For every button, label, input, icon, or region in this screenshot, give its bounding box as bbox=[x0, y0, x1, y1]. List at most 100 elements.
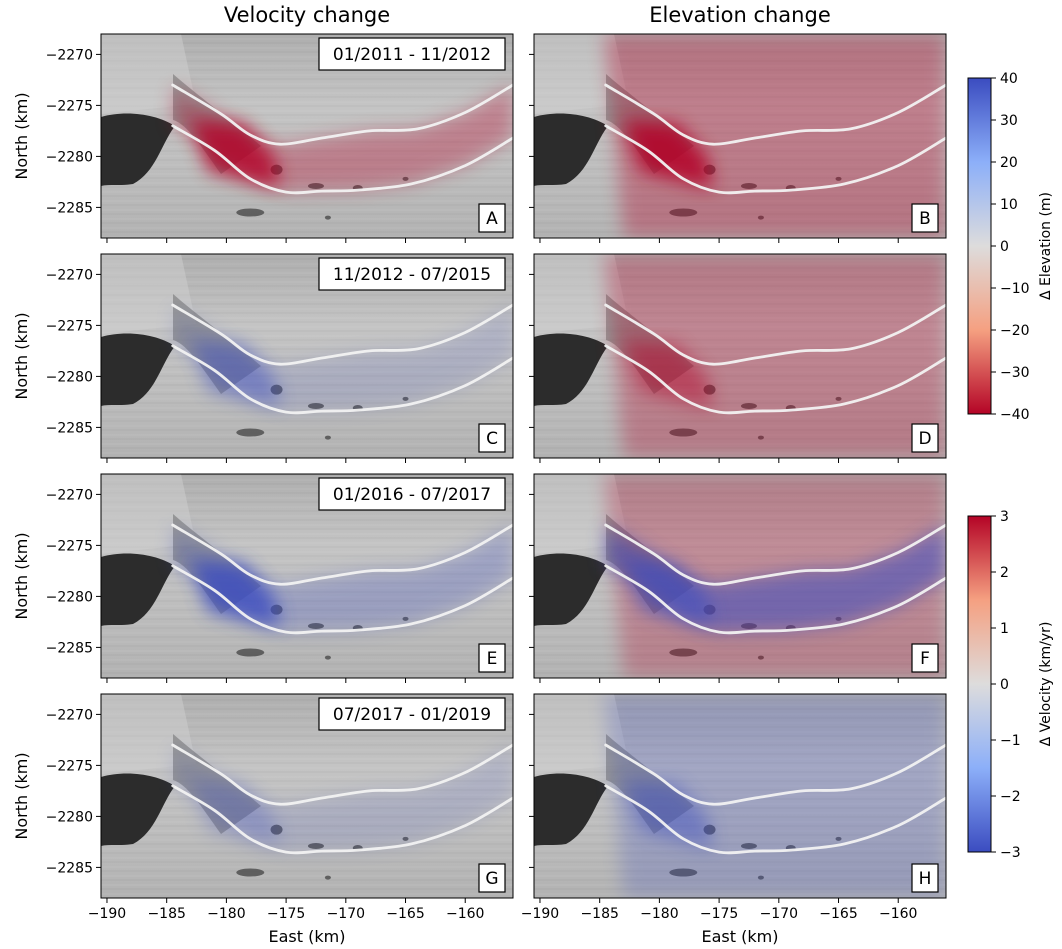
terminus-change-overlay bbox=[623, 560, 714, 630]
glacier-outline-lower bbox=[604, 784, 946, 855]
x-tick-label: −170 bbox=[760, 906, 798, 922]
y-axis-label: North (km) bbox=[12, 752, 31, 839]
panel-a: −2270 −2275 −2280 −2285 North (km) 01/2011 - … bbox=[12, 33, 514, 243]
nunatak bbox=[236, 648, 265, 657]
nunatak bbox=[236, 868, 265, 877]
panel-g: −190 −185 −180 −175 −170 −165 −160 −2270 −2275 −2… bbox=[12, 693, 514, 946]
rock-outcrop bbox=[534, 553, 608, 626]
colorbar-gradient bbox=[967, 77, 992, 415]
x-tick-label: −190 bbox=[521, 906, 559, 922]
glacier-outline-lower bbox=[171, 124, 513, 195]
y-axis-label: North (km) bbox=[12, 532, 31, 619]
panel-letter: F bbox=[920, 649, 930, 669]
colorbar-tick-label: 40 bbox=[1000, 71, 1018, 87]
panel-letter: A bbox=[486, 209, 498, 229]
panel-letter-box bbox=[478, 643, 506, 673]
panel-h: −190 −185 −180 −175 −170 −165 −160 East (km) H bbox=[521, 693, 947, 946]
y-axis-label: North (km) bbox=[12, 312, 31, 399]
colorbar-tick-label: −30 bbox=[1000, 365, 1030, 381]
ice-shelf-area bbox=[101, 694, 196, 774]
period-label: 07/2017 - 01/2019 bbox=[333, 705, 491, 725]
colorbar-tick-label: 20 bbox=[1000, 155, 1018, 171]
terminus-change-overlay bbox=[190, 120, 281, 190]
x-tick-label: −190 bbox=[88, 906, 126, 922]
velocity-column-title: Velocity change bbox=[223, 3, 391, 27]
glacier-outline-lower bbox=[604, 344, 946, 415]
x-axis-label: East (km) bbox=[702, 927, 779, 946]
period-label-box bbox=[318, 697, 506, 731]
colorbar-tick-label: 30 bbox=[1000, 113, 1018, 129]
y-tick-label: −2275 bbox=[46, 98, 93, 114]
colorbar-tick-label: 1 bbox=[1000, 621, 1009, 637]
colorbar-tick-label: −3 bbox=[1000, 845, 1021, 861]
panel-letter: G bbox=[485, 869, 498, 889]
terminus-change-overlay bbox=[190, 560, 281, 630]
y-tick-label: −2280 bbox=[46, 809, 93, 825]
nunatak bbox=[324, 655, 331, 660]
terminus-change-overlay bbox=[623, 780, 714, 850]
elevation-colorbar: 40 30 20 10 0 −10 −20 −30 −40 Δ Elevation (m) bbox=[967, 71, 1054, 423]
panel-letter-box bbox=[911, 643, 939, 673]
glacier-outline-upper bbox=[171, 303, 513, 366]
y-axis-label: North (km) bbox=[12, 92, 31, 179]
panel-f: F bbox=[529, 473, 947, 683]
rock-outcrop bbox=[101, 773, 175, 846]
panel-frame bbox=[533, 693, 947, 899]
panel-frame bbox=[100, 33, 514, 239]
x-tick-label: −160 bbox=[879, 906, 917, 922]
panel-letter: H bbox=[919, 869, 932, 889]
colorbar-label: Δ Elevation (m) bbox=[1038, 192, 1054, 300]
ice-shelf-area bbox=[101, 254, 196, 334]
y-tick-label: −2270 bbox=[46, 707, 93, 723]
panel-c: −2270 −2275 −2280 −2285 North (km) 11/2012 - … bbox=[12, 253, 514, 463]
colorbar-tick-label: −10 bbox=[1000, 281, 1030, 297]
glacier-outline-lower bbox=[171, 784, 513, 855]
panel-letter-box bbox=[911, 423, 939, 453]
panel-letter-box bbox=[478, 863, 506, 893]
glacier-outline-upper bbox=[171, 83, 513, 146]
colorbar-tick-label: −40 bbox=[1000, 407, 1030, 423]
panel-letter: B bbox=[919, 209, 931, 229]
rock-outcrop bbox=[534, 773, 608, 846]
y-tick-label: −2275 bbox=[46, 758, 93, 774]
period-label-box bbox=[318, 257, 506, 291]
colorbar-tick-label: 10 bbox=[1000, 197, 1018, 213]
y-tick-label: −2275 bbox=[46, 318, 93, 334]
colorbar-tick-label: −1 bbox=[1000, 733, 1021, 749]
y-tick-label: −2270 bbox=[46, 267, 93, 283]
terminus-change-overlay bbox=[623, 340, 714, 410]
y-tick-label: −2285 bbox=[46, 420, 93, 436]
glacier-outline-upper bbox=[171, 743, 513, 806]
y-tick-label: −2270 bbox=[46, 487, 93, 503]
glacier-outline-lower bbox=[604, 564, 946, 635]
period-label-box bbox=[318, 37, 506, 71]
period-label-box bbox=[318, 477, 506, 511]
ice-shelf-area bbox=[101, 474, 196, 554]
rock-outcrop bbox=[534, 113, 608, 186]
panel-frame bbox=[533, 33, 947, 239]
period-label: 01/2016 - 07/2017 bbox=[333, 485, 491, 505]
ice-shelf-area bbox=[101, 34, 196, 114]
panel-frame bbox=[100, 253, 514, 459]
ice-shelf-area bbox=[534, 34, 629, 114]
terminus-change-overlay bbox=[623, 120, 714, 190]
glacier-outline-lower bbox=[171, 564, 513, 635]
period-label: 11/2012 - 07/2015 bbox=[333, 265, 491, 285]
panel-frame bbox=[533, 253, 947, 459]
panel-d: D bbox=[529, 253, 947, 463]
x-tick-label: −170 bbox=[327, 906, 365, 922]
glacier-outline-upper bbox=[604, 83, 946, 146]
panel-letter: D bbox=[918, 429, 931, 449]
y-tick-label: −2270 bbox=[46, 47, 93, 63]
x-tick-label: −185 bbox=[580, 906, 618, 922]
panel-letter-box bbox=[478, 423, 506, 453]
y-tick-label: −2285 bbox=[46, 860, 93, 876]
glacier-outline-upper bbox=[604, 523, 946, 586]
colorbar-tick-label: −20 bbox=[1000, 323, 1030, 339]
colorbar-tick-label: 3 bbox=[1000, 509, 1009, 525]
y-tick-label: −2280 bbox=[46, 589, 93, 605]
colorbar-tick-label: −2 bbox=[1000, 789, 1021, 805]
y-tick-label: −2275 bbox=[46, 538, 93, 554]
panel-letter-box bbox=[478, 203, 506, 233]
rock-outcrop bbox=[534, 333, 608, 406]
